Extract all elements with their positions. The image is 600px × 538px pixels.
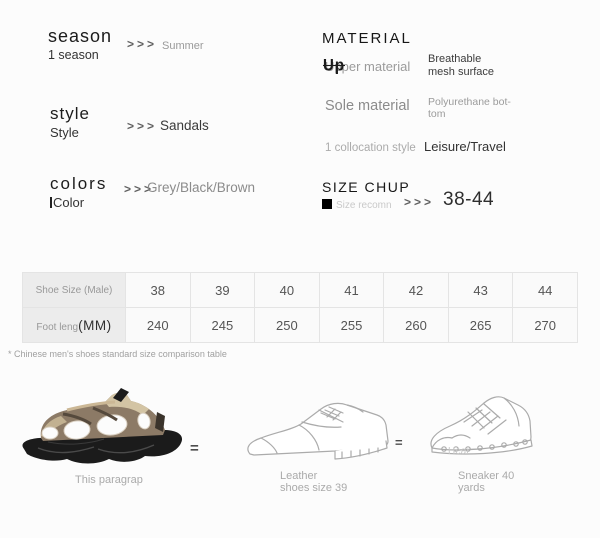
sneaker-illustration — [430, 396, 533, 455]
table-header-cell: Foot leng(MM) — [22, 307, 126, 343]
equals-sign: = — [395, 435, 403, 450]
style-title: style — [50, 104, 90, 123]
table-cell: 250 — [254, 307, 320, 343]
size-table: Shoe Size (Male) 38 39 40 41 42 43 44 Fo… — [22, 272, 578, 343]
colors-title: colors — [50, 174, 108, 193]
season-subtitle: 1 season — [48, 48, 99, 62]
collocation-label: 1 collocation style — [325, 142, 416, 154]
chevron-arrows-icon: >>> — [404, 195, 435, 209]
leather-shoe-illustration — [247, 402, 389, 460]
size-table-wrapper: Shoe Size (Male) 38 39 40 41 42 43 44 Fo… — [22, 272, 578, 343]
cursor-artifact — [50, 197, 52, 208]
table-cell: 43 — [447, 272, 514, 308]
watermark-text: Hear — [448, 446, 470, 457]
upper-material-row: Upper material Up — [323, 56, 411, 76]
style-value: Sandals — [160, 118, 209, 133]
table-cell: 240 — [125, 307, 191, 343]
size-recommend-label: Size recomn — [336, 200, 392, 211]
season-title: season — [48, 26, 113, 46]
colors-subtitle: Color — [53, 195, 85, 210]
season-value: Summer — [162, 40, 204, 52]
season-block: season 1 season — [48, 26, 112, 62]
colors-value: Grey/Black/Brown — [147, 180, 256, 195]
style-subtitle: Style — [50, 125, 79, 140]
upper-material-label: Upper material Up — [323, 56, 411, 75]
table-row: Foot leng(MM) 240 245 250 255 260 265 27… — [22, 307, 578, 343]
sole-material-label: Sole material — [325, 98, 410, 114]
table-cell: 260 — [383, 307, 449, 343]
chevron-arrows-icon: >>> — [124, 182, 155, 196]
colors-block: colors Color — [50, 174, 107, 210]
chevron-arrows-icon: >>> — [127, 37, 158, 51]
sandal-product-photo — [22, 388, 183, 464]
sole-material-value: Polyurethane bot- tom — [428, 96, 511, 120]
table-cell: 41 — [318, 272, 385, 308]
table-cell: 44 — [512, 272, 578, 308]
table-cell: 42 — [383, 272, 449, 308]
collocation-value: Leisure/Travel — [424, 139, 506, 154]
table-cell: 38 — [125, 272, 191, 308]
table-cell: 265 — [447, 307, 514, 343]
black-square-bullet-icon — [322, 199, 332, 209]
table-cell: 255 — [318, 307, 385, 343]
table-cell: 270 — [512, 307, 578, 343]
sandal-label: This paragrap — [75, 474, 143, 486]
style-block: style Style — [50, 104, 90, 140]
table-footnote: * Chinese men's shoes standard size comp… — [8, 349, 227, 359]
table-header-cell: Shoe Size (Male) — [22, 272, 126, 308]
overlapping-glyph-artifact: Up — [323, 56, 345, 75]
table-row: Shoe Size (Male) 38 39 40 41 42 43 44 — [22, 272, 578, 308]
leather-shoe-label: Leather shoes size 39 — [280, 470, 348, 494]
equals-sign: = — [190, 440, 199, 457]
table-cell: 245 — [189, 307, 256, 343]
sneaker-label: Sneaker 40 yards — [458, 470, 515, 494]
chevron-arrows-icon: >>> — [127, 119, 158, 133]
size-chup-heading: SIZE CHUP — [322, 179, 411, 195]
material-heading: MATERIAL — [322, 30, 412, 47]
size-range-value: 38-44 — [443, 189, 495, 210]
table-cell: 39 — [189, 272, 256, 308]
upper-material-value: Breathable mesh surface — [428, 53, 495, 78]
table-cell: 40 — [254, 272, 320, 308]
